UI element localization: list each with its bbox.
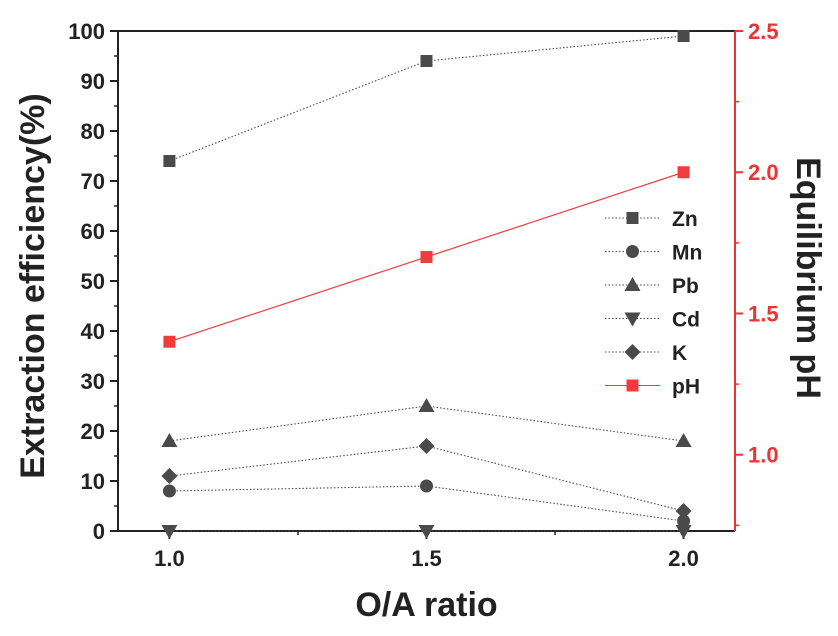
y2-tick-label: 2.5 — [748, 19, 779, 44]
series-ph — [163, 166, 690, 348]
y-tick-label: 90 — [81, 69, 105, 94]
data-point-mn-1 — [162, 484, 176, 498]
legend-label: Pb — [672, 275, 699, 298]
x-axis-title: O/A ratio — [355, 586, 497, 624]
y-axis-title: Extraction efficiency(%) — [14, 93, 52, 478]
y-tick-label: 60 — [81, 219, 105, 244]
legend-marker — [624, 312, 641, 327]
y-tick-label: 100 — [68, 19, 105, 44]
x-tick-label: 1.0 — [154, 546, 185, 571]
legend-item-zn: Zn — [605, 208, 698, 231]
x-tick-label: 1.5 — [411, 546, 442, 571]
data-point-k-1.5 — [418, 438, 435, 454]
data-point-zn-1 — [163, 155, 176, 167]
legend-item-k: K — [605, 342, 687, 365]
y-tick-label: 20 — [81, 419, 105, 444]
series-k — [161, 438, 692, 519]
legend: Zn Mn Pb Cd KpH — [605, 208, 702, 399]
legend-marker — [626, 379, 639, 392]
axes: 0 10 20 30 40 50 60 70 80 90 100 1.0 1.5 2.0 1.0 1.5 2.0… — [68, 19, 778, 571]
legend-item-pb: Pb — [605, 275, 699, 298]
legend-label: pH — [672, 376, 700, 399]
legend-item-ph: pH — [605, 376, 700, 399]
legend-label: K — [672, 342, 687, 365]
series-cd — [161, 525, 692, 539]
y2-tick-label: 1.5 — [748, 301, 779, 326]
legend-item-mn: Mn — [605, 242, 702, 265]
series-line-k — [169, 445, 684, 512]
series-pb — [161, 398, 692, 447]
data-point-cd-1.5 — [418, 525, 435, 539]
data-point-cd-1 — [161, 525, 178, 539]
y2-tick-label: 1.0 — [748, 443, 779, 468]
data-point-pb-1 — [161, 433, 178, 447]
legend-item-cd: Cd — [605, 309, 700, 332]
legend-marker — [626, 212, 639, 224]
legend-label: Zn — [672, 208, 698, 231]
y-tick-label: 0 — [93, 519, 105, 544]
x-tick-label: 2.0 — [668, 546, 699, 571]
y2-axis-title: Equilibrium pH — [789, 157, 827, 399]
data-point-k-2 — [675, 503, 692, 519]
legend-marker — [626, 245, 639, 258]
data-point-mn-1.5 — [420, 479, 433, 493]
data-point-ph-1 — [163, 335, 176, 348]
y-tick-label: 10 — [81, 469, 105, 494]
legend-label: Cd — [672, 309, 700, 332]
y-tick-label: 30 — [81, 369, 105, 394]
data-point-cd-2 — [675, 525, 692, 539]
y-tick-label: 50 — [81, 269, 105, 294]
y-tick-label: 70 — [81, 169, 105, 194]
y-tick-label: 80 — [81, 119, 105, 144]
y-tick-label: 40 — [81, 319, 105, 344]
legend-marker — [624, 277, 641, 291]
data-point-zn-2 — [677, 30, 690, 42]
series-mn — [162, 479, 691, 528]
data-point-zn-1.5 — [420, 55, 433, 67]
data-point-ph-2 — [677, 166, 690, 179]
legend-label: Mn — [672, 242, 702, 265]
data-point-pb-1.5 — [418, 398, 435, 412]
data-point-mn-2 — [677, 514, 691, 528]
data-point-k-1 — [161, 468, 178, 484]
legend-marker — [624, 344, 641, 360]
y2-tick-label: 2.0 — [748, 160, 779, 185]
data-point-ph-1.5 — [420, 250, 433, 263]
series-layer — [161, 30, 692, 539]
data-point-pb-2 — [675, 433, 692, 447]
series-line-zn — [169, 35, 684, 162]
series-zn — [163, 30, 690, 167]
